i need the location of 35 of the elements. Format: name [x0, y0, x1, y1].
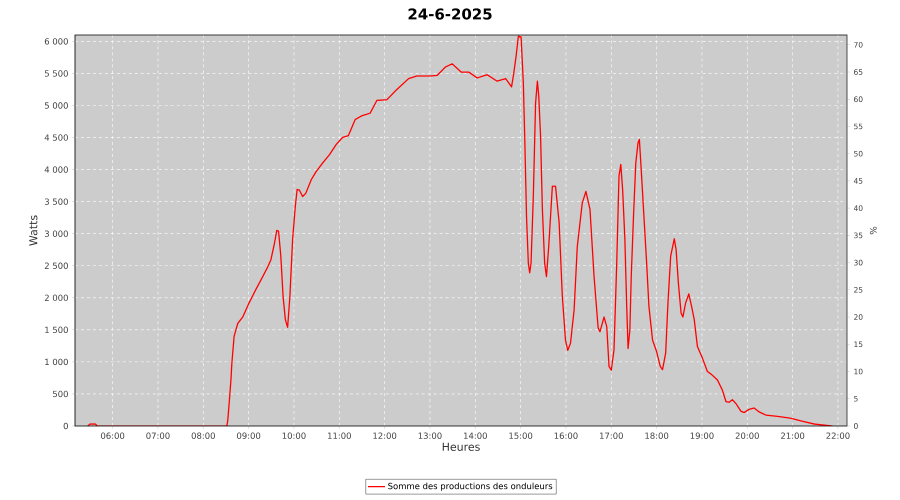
- y-tick-label: 4 000: [44, 166, 68, 173]
- x-tick-label: 12:00: [373, 432, 396, 439]
- y-tick-label: 4 500: [44, 134, 68, 141]
- x-tick-label: 11:00: [328, 432, 351, 439]
- x-tick-label: 06:00: [100, 432, 124, 439]
- x-tick-label: 08:00: [192, 432, 215, 439]
- y-axis-title: Watts: [29, 215, 38, 246]
- y-tick-label: 0: [64, 422, 68, 430]
- y-tick-label: 2 500: [44, 262, 68, 269]
- x-tick-label: 16:00: [554, 432, 578, 439]
- y-tick-label: 2 000: [44, 294, 68, 301]
- x-tick-label: 15:00: [509, 432, 532, 439]
- x-tick-label: 07:00: [146, 432, 170, 439]
- y-tick-label: 1 000: [45, 358, 68, 366]
- x-tick-label: 10:00: [282, 432, 306, 439]
- y-tick-label: 3 500: [44, 198, 68, 205]
- x-tick-label: 21:00: [781, 432, 804, 439]
- x-tick-label: 19:00: [690, 432, 714, 439]
- x-tick-label: 20:00: [736, 432, 759, 439]
- y2-axis-title: %: [870, 226, 877, 234]
- y-tick-label: 6 000: [44, 38, 68, 45]
- y-tick-label: 500: [52, 390, 68, 398]
- x-tick-label: 09:00: [236, 432, 260, 439]
- legend-label: Somme des productions des onduleurs: [388, 482, 552, 491]
- x-axis-title: Heures: [442, 442, 480, 451]
- y-tick-label: 1 500: [45, 326, 68, 334]
- y-tick-label: 5 500: [44, 70, 68, 77]
- x-tick-label: 14:00: [464, 432, 487, 439]
- x-tick-label: 22:00: [826, 432, 850, 439]
- chart-title: 24-6-2025: [408, 8, 492, 20]
- x-tick-label: 18:00: [645, 432, 668, 439]
- x-tick-label: 13:00: [418, 432, 442, 439]
- x-tick-label: 17:00: [600, 432, 623, 439]
- y-tick-label: 5 000: [44, 102, 68, 109]
- y-tick-label: 3 000: [44, 230, 68, 237]
